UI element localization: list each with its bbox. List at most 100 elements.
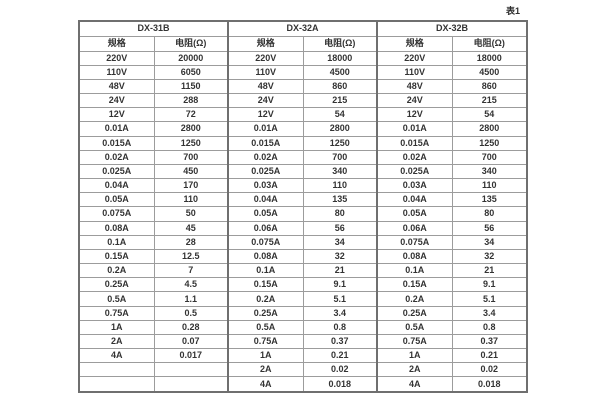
- spec-cell: 0.025A: [376, 163, 453, 180]
- spec-cell: 0.06A: [227, 220, 304, 236]
- spec-cell: 12V: [78, 107, 155, 123]
- resistance-cell: 288: [153, 93, 229, 109]
- resistance-cell: 5.1: [302, 291, 378, 307]
- resistance-cell: 215: [451, 93, 528, 109]
- resistance-cell: 0.018: [302, 376, 378, 393]
- resistance-cell: 34: [451, 234, 528, 250]
- spec-cell: 4A: [78, 348, 155, 364]
- spec-cell: 0.25A: [227, 305, 304, 321]
- resistance-cell: 18000: [451, 50, 528, 66]
- spec-cell: 1A: [227, 348, 304, 364]
- resistance-cell: 9.1: [451, 277, 528, 293]
- spec-cell: 0.1A: [227, 263, 304, 279]
- spec-cell: 0.075A: [376, 234, 453, 250]
- resistance-cell: 32: [302, 248, 378, 265]
- resistance-cell: [153, 362, 229, 378]
- spec-cell: 4A: [376, 376, 453, 393]
- table-row: 110V 6050 110V 4500 110V 4500: [78, 64, 528, 80]
- spec-cell: [78, 362, 155, 378]
- resistance-cell: 1250: [302, 135, 378, 151]
- resistance-cell: 2800: [451, 121, 528, 137]
- spec-cell: 0.75A: [227, 333, 304, 350]
- resistance-cell: 0.02: [451, 362, 528, 378]
- resistance-cell: 0.8: [302, 319, 378, 335]
- spec-cell: 0.5A: [78, 291, 155, 307]
- resistance-cell: 32: [451, 248, 528, 265]
- table-body: 220V 20000 220V 18000 220V 18000 110V 6050 110V 4…: [78, 50, 528, 393]
- spec-cell: 0.03A: [376, 178, 453, 194]
- table-head: DX-31B DX-32A DX-32B 规格 电阻(Ω) 规格 电阻(Ω) 规…: [78, 20, 528, 52]
- resistance-cell: 21: [302, 263, 378, 279]
- spec-cell: 0.05A: [376, 206, 453, 222]
- spec-cell: 0.04A: [78, 178, 155, 194]
- resistance-cell: 215: [302, 93, 378, 109]
- resistance-table: DX-31B DX-32A DX-32B 规格 电阻(Ω) 规格 电阻(Ω) 规…: [78, 20, 529, 393]
- spec-cell: 2A: [227, 362, 304, 378]
- resistance-cell: 80: [451, 206, 528, 222]
- spec-cell: 0.025A: [227, 163, 304, 180]
- resistance-cell: 0.28: [153, 319, 229, 335]
- spec-cell: 0.75A: [78, 305, 155, 321]
- group-header-dx31b: DX-31B: [78, 20, 229, 37]
- spec-cell: 0.015A: [376, 135, 453, 151]
- resistance-cell: 340: [451, 163, 528, 180]
- resistance-cell: 1250: [153, 135, 229, 151]
- spec-cell: 110V: [227, 64, 304, 80]
- resistance-cell: 3.4: [302, 305, 378, 321]
- resistance-cell: 7: [153, 263, 229, 279]
- resistance-cell: 0.37: [302, 333, 378, 350]
- resistance-cell: 1250: [451, 135, 528, 151]
- resistance-cell: 3.4: [451, 305, 528, 321]
- table-row: 24V 288 24V 215 24V 215: [78, 93, 528, 109]
- resistance-cell: 700: [153, 149, 229, 165]
- resistance-cell: 45: [153, 220, 229, 236]
- resistance-cell: 860: [302, 78, 378, 95]
- spec-cell: 0.06A: [376, 220, 453, 236]
- resistance-cell: 54: [302, 107, 378, 123]
- column-header-row: 规格 电阻(Ω) 规格 电阻(Ω) 规格 电阻(Ω): [78, 35, 528, 52]
- resistance-cell: 1.1: [153, 291, 229, 307]
- spec-cell: 0.2A: [376, 291, 453, 307]
- spec-cell: 0.5A: [376, 319, 453, 335]
- resistance-cell: 110: [451, 178, 528, 194]
- resistance-cell: 2800: [302, 121, 378, 137]
- table-row: 12V 72 12V 54 12V 54: [78, 107, 528, 123]
- resistance-cell: 12.5: [153, 248, 229, 265]
- table-row: 0.08A 45 0.06A 56 0.06A 56: [78, 220, 528, 236]
- table-row: 2A 0.02 2A 0.02: [78, 362, 528, 378]
- group-header-dx32b: DX-32B: [376, 20, 528, 37]
- spec-cell: 4A: [227, 376, 304, 393]
- spec-cell: 24V: [376, 93, 453, 109]
- resistance-cell: 170: [153, 178, 229, 194]
- table-row: 4A 0.017 1A 0.21 1A 0.21: [78, 348, 528, 364]
- resistance-cell: 340: [302, 163, 378, 180]
- spec-cell: 0.02A: [376, 149, 453, 165]
- resistance-cell: 5.1: [451, 291, 528, 307]
- spec-cell: 0.02A: [227, 149, 304, 165]
- table-row: 0.2A 7 0.1A 21 0.1A 21: [78, 263, 528, 279]
- resistance-cell: 110: [153, 192, 229, 208]
- spec-cell: [78, 376, 155, 393]
- spec-cell: 0.015A: [227, 135, 304, 151]
- spec-cell: 0.15A: [376, 277, 453, 293]
- spec-cell: 0.25A: [78, 277, 155, 293]
- spec-cell: 0.015A: [78, 135, 155, 151]
- spec-cell: 1A: [376, 348, 453, 364]
- spec-cell: 0.025A: [78, 163, 155, 180]
- spec-cell: 0.2A: [78, 263, 155, 279]
- resistance-cell: 54: [451, 107, 528, 123]
- resistance-cell: 700: [302, 149, 378, 165]
- spec-cell: 0.75A: [376, 333, 453, 350]
- spec-cell: 0.01A: [227, 121, 304, 137]
- resistance-cell: 80: [302, 206, 378, 222]
- resistance-cell: 20000: [153, 50, 229, 66]
- resistance-cell: 56: [302, 220, 378, 236]
- table-row: 0.015A 1250 0.015A 1250 0.015A 1250: [78, 135, 528, 151]
- spec-header: 规格: [78, 35, 155, 52]
- resistance-cell: 0.07: [153, 333, 229, 350]
- spec-cell: 24V: [227, 93, 304, 109]
- resistance-cell: 34: [302, 234, 378, 250]
- spec-cell: 12V: [227, 107, 304, 123]
- table-row: 0.04A 170 0.03A 110 0.03A 110: [78, 178, 528, 194]
